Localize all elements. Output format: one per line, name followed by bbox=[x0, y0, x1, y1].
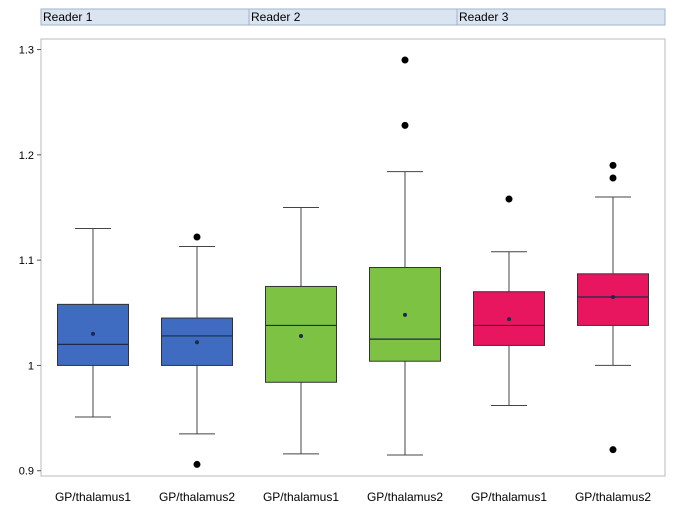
y-tick-label: 1.1 bbox=[19, 255, 34, 267]
x-axis: GP/thalamus1 GP/thalamus2 GP/thalamus1 GP/t… bbox=[55, 490, 651, 504]
y-axis: 0.9 1 1.1 1.2 1.3 bbox=[19, 45, 41, 478]
box-reader-3-gp-thalamus2 bbox=[577, 161, 649, 454]
plot-frame bbox=[40, 38, 666, 477]
mean-marker bbox=[299, 333, 303, 338]
mean-marker bbox=[507, 317, 511, 322]
box-iqr bbox=[577, 273, 649, 326]
mean-marker bbox=[611, 294, 615, 299]
x-category-label: GP/thalamus1 bbox=[55, 490, 131, 504]
outlier-point bbox=[401, 56, 409, 64]
panel-header: Reader 1 Reader 2 Reader 3 bbox=[40, 8, 666, 26]
box-reader-2-gp-thalamus1 bbox=[265, 206, 337, 455]
outlier-point bbox=[609, 161, 617, 169]
panel-header-cell bbox=[456, 8, 666, 26]
y-tick-label: 1.3 bbox=[19, 45, 34, 57]
x-category-label: GP/thalamus1 bbox=[263, 490, 339, 504]
mean-marker bbox=[195, 340, 199, 345]
box-series bbox=[57, 56, 649, 468]
outlier-point bbox=[193, 233, 201, 241]
y-tick-label: 1.2 bbox=[19, 150, 34, 162]
outlier-point bbox=[193, 460, 201, 468]
outlier-point bbox=[609, 174, 617, 182]
panel-header-label: Reader 1 bbox=[43, 10, 93, 24]
x-category-label: GP/thalamus2 bbox=[159, 490, 235, 504]
x-category-label: GP/thalamus1 bbox=[471, 490, 547, 504]
box-reader-3-gp-thalamus1 bbox=[473, 195, 545, 406]
box-reader-1-gp-thalamus1 bbox=[57, 228, 129, 418]
y-tick-label: 1 bbox=[28, 360, 34, 372]
y-tick-label: 0.9 bbox=[19, 466, 34, 478]
panel-header-label: Reader 2 bbox=[251, 10, 301, 24]
outlier-point bbox=[609, 446, 617, 454]
box-reader-1-gp-thalamus2 bbox=[161, 233, 233, 468]
outlier-point bbox=[401, 121, 409, 129]
x-category-label: GP/thalamus2 bbox=[367, 490, 443, 504]
outlier-point bbox=[505, 195, 513, 203]
box-reader-2-gp-thalamus2 bbox=[369, 56, 441, 456]
x-category-label: GP/thalamus2 bbox=[575, 490, 651, 504]
panel-header-label: Reader 3 bbox=[459, 10, 509, 24]
mean-marker bbox=[91, 331, 95, 336]
mean-marker bbox=[403, 312, 407, 317]
